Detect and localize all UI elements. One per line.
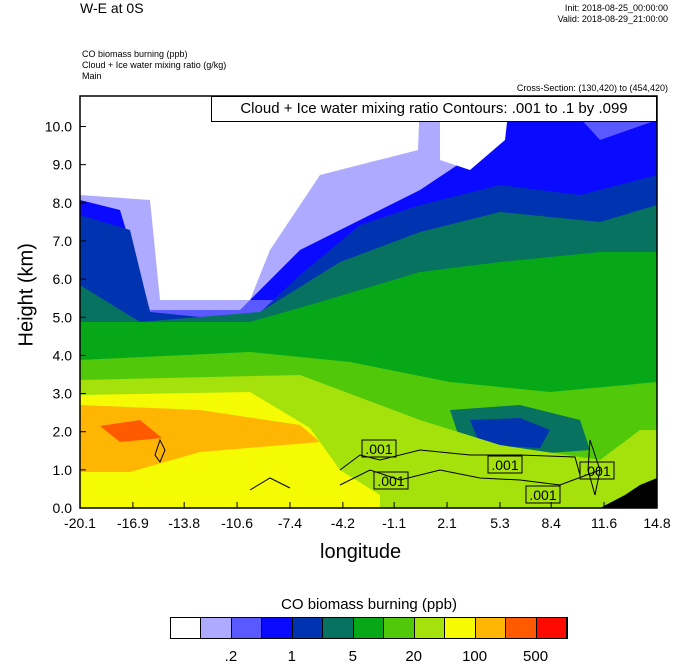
x-tick-label: 14.8 bbox=[643, 515, 670, 531]
x-tick-label: 11.6 bbox=[591, 515, 617, 531]
y-tick-label: 5.0 bbox=[53, 309, 73, 325]
colorbar-swatch bbox=[475, 618, 507, 638]
x-tick-label: 5.3 bbox=[490, 515, 510, 531]
contour-label: .001 bbox=[583, 463, 610, 479]
colorbar-label: 1 bbox=[287, 648, 297, 665]
colorbar-swatch bbox=[262, 618, 293, 638]
x-tick-label: -7.4 bbox=[278, 515, 302, 531]
contour-label: .001 bbox=[491, 457, 518, 473]
contour-label-box bbox=[487, 455, 523, 474]
y-tick-label: 6.0 bbox=[53, 271, 73, 287]
field-fill bbox=[80, 96, 657, 508]
plot-title: W-E at 0S bbox=[80, 0, 144, 16]
y-tick-label: 9.0 bbox=[53, 157, 73, 173]
colorbar-label: 100 bbox=[462, 648, 488, 665]
valid-time: Valid: 2018-08-29_21:00:00 bbox=[557, 14, 668, 24]
x-tick-label: -13.8 bbox=[168, 515, 200, 531]
colorbar-swatch bbox=[384, 618, 415, 638]
colorbar-swatch bbox=[201, 618, 232, 638]
colorbar-swatch bbox=[506, 618, 537, 638]
y-tick-label: 10.0 bbox=[45, 119, 72, 135]
colorbar-label: 5 bbox=[348, 648, 357, 665]
colorbar-swatch bbox=[353, 618, 385, 638]
contour-label: .001 bbox=[529, 487, 556, 503]
terrain bbox=[600, 478, 657, 508]
y-tick-label: 3.0 bbox=[53, 386, 73, 402]
x-tick-label: -16.9 bbox=[117, 515, 149, 531]
contour-label-box bbox=[361, 439, 397, 458]
x-tick-label: 8.4 bbox=[541, 515, 561, 531]
y-axis-label: Height (km) bbox=[15, 243, 38, 347]
colorbar-title: CO biomass burning (ppb) bbox=[281, 596, 457, 613]
fill-level-darkblue-low bbox=[470, 418, 550, 448]
fill-level-darkorange bbox=[100, 420, 162, 442]
colorbar-label: 500 bbox=[523, 648, 549, 665]
y-tick-label: 0.0 bbox=[53, 500, 73, 516]
x-tick-label: -20.1 bbox=[64, 515, 96, 531]
colorbar-swatch bbox=[445, 618, 476, 638]
x-tick-label: 2.1 bbox=[437, 515, 457, 531]
init-time: Init: 2018-08-25_00:00:00 bbox=[564, 3, 668, 13]
contour-info-box: Cloud + Ice water mixing ratio Contours:… bbox=[211, 96, 657, 122]
x-axis-label: longitude bbox=[320, 541, 402, 563]
contour-label-box bbox=[579, 461, 615, 480]
y-tick-label: 1.0 bbox=[53, 462, 73, 478]
colorbar-label: .2 bbox=[224, 648, 238, 665]
colorbar-swatch bbox=[536, 618, 568, 638]
field-label-domain: Main bbox=[82, 71, 102, 81]
fill-level-white bbox=[80, 96, 420, 300]
colorbar-swatch bbox=[323, 618, 354, 638]
colorbar-label: 20 bbox=[405, 648, 423, 665]
colorbar-swatch bbox=[231, 618, 263, 638]
colorbar bbox=[170, 617, 568, 639]
field-label-cloud: Cloud + Ice water mixing ratio (g/kg) bbox=[82, 60, 227, 70]
contour-label-box bbox=[373, 471, 409, 490]
contour-label-box bbox=[525, 485, 561, 504]
y-tick-label: 2.0 bbox=[53, 424, 73, 440]
cross-section-label: Cross-Section: (130,420) to (454,420) bbox=[516, 83, 668, 93]
x-tick-label: -1.1 bbox=[382, 515, 406, 531]
y-tick-label: 4.0 bbox=[53, 347, 73, 363]
y-tick-label: 7.0 bbox=[53, 233, 73, 249]
x-tick-label: -4.2 bbox=[331, 515, 355, 531]
colorbar-swatch bbox=[171, 618, 202, 638]
colorbar-swatch bbox=[414, 618, 446, 638]
contour-label: .001 bbox=[365, 441, 392, 457]
x-tick-label: -10.6 bbox=[221, 515, 253, 531]
y-tick-label: 8.0 bbox=[53, 195, 73, 211]
contour-label: .001 bbox=[377, 473, 404, 489]
colorbar-swatch bbox=[292, 618, 324, 638]
field-label-co: CO biomass burning (ppb) bbox=[82, 49, 188, 59]
